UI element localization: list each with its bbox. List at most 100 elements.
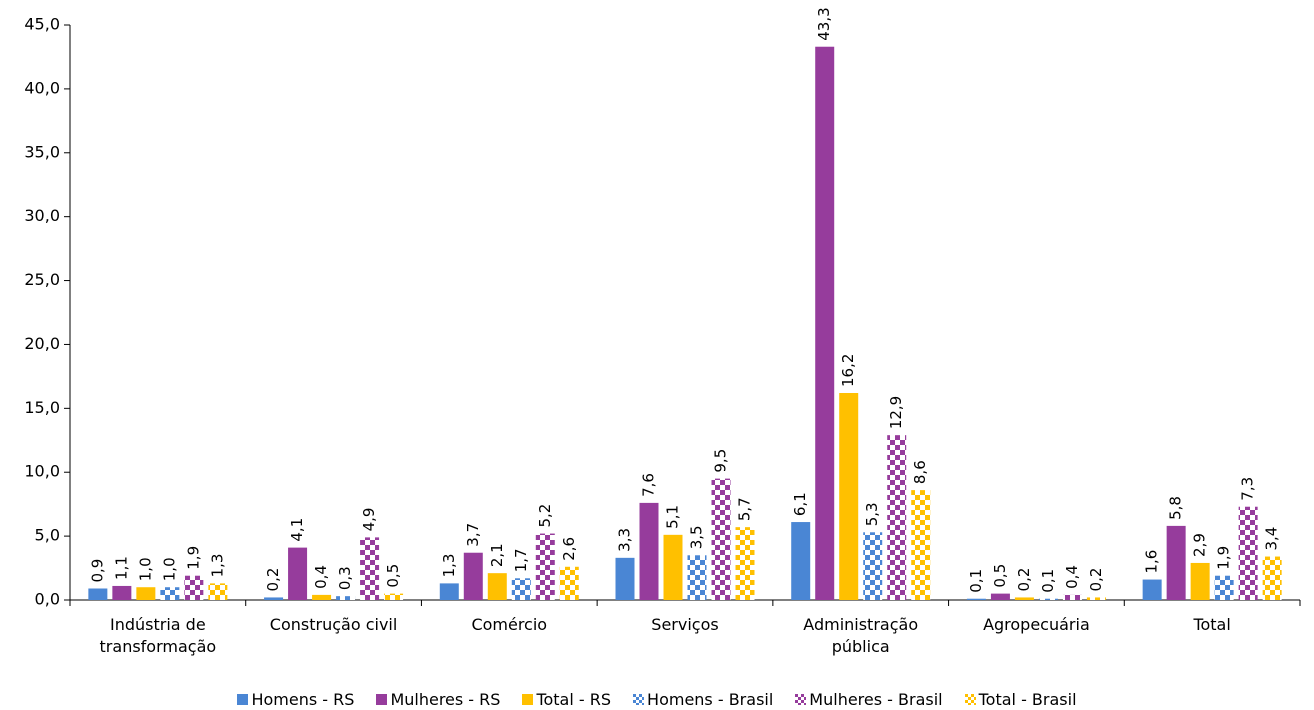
y-tick-label: 20,0 [24,334,60,353]
value-label: 1,0 [136,557,154,581]
bar [288,547,308,600]
bar [88,588,108,600]
legend-swatch-fill [964,694,976,705]
value-label: 4,1 [288,518,306,542]
y-tick-label: 10,0 [24,462,60,481]
legend-label: Homens - RS [251,690,355,709]
bar [1214,575,1234,600]
value-label: 0,2 [1087,568,1105,592]
y-tick-label: 15,0 [24,398,60,417]
value-label: 1,0 [160,557,178,581]
x-tick-label: Indústria de transformação [99,615,217,656]
legend-swatch [522,694,534,705]
value-label: 3,5 [688,525,706,549]
legend-swatch [237,694,249,705]
legend-item: Mulheres - Brasil [795,690,943,709]
bar [1262,556,1282,600]
value-label: 0,5 [384,564,402,588]
bar [1166,525,1186,600]
y-tick-label: 45,0 [24,15,60,34]
x-tick-label: Total [1193,615,1231,634]
y-tick-label: 40,0 [24,78,60,97]
bar [384,593,404,600]
value-label: 0,4 [312,565,330,589]
bar [791,522,811,600]
value-label: 3,7 [464,523,482,547]
value-label: 5,2 [536,504,554,528]
bar [663,534,683,600]
legend-swatch-fill [376,694,388,705]
legend: Homens - RS Mulheres - RS Total - RS Homens… [0,690,1314,709]
value-label: 3,3 [616,528,634,552]
bar [264,597,284,600]
bar [336,596,356,600]
bar [160,587,180,600]
bar [487,573,507,600]
value-label: 7,6 [640,473,658,497]
legend-swatch-fill [237,694,249,705]
legend-label: Mulheres - Brasil [809,690,943,709]
value-label: 1,6 [1143,550,1161,574]
bar [360,537,380,600]
legend-swatch-fill [795,694,807,705]
legend-swatch [964,694,976,705]
bar [184,575,204,600]
bar [887,435,907,600]
bar [1086,597,1106,600]
bar [966,598,986,600]
y-tick-label: 25,0 [24,270,60,289]
value-label: 0,1 [967,569,985,593]
value-label: 0,5 [991,564,1009,588]
bar [839,393,859,600]
legend-item: Total - Brasil [964,690,1077,709]
bar [439,583,459,600]
y-tick-label: 30,0 [24,206,60,225]
bar [112,585,132,600]
value-label: 1,7 [512,548,530,572]
value-label: 6,1 [791,492,809,516]
value-label: 0,2 [1015,568,1033,592]
value-label: 1,9 [184,546,202,570]
bar [136,587,156,600]
x-tick-label: Agropecuária [983,615,1090,634]
bar [1190,562,1210,600]
x-tick-label: Administração pública [803,615,919,656]
bar [815,46,835,600]
legend-swatch [633,694,645,705]
legend-item: Homens - Brasil [633,690,773,709]
chart: 0,0 5,0 10,0 15,0 20,0 25,0 30,0 35,0 40,0 45,0 0,… [24,7,1301,609]
y-tick-label: 35,0 [24,142,60,161]
legend-swatch-fill [633,694,645,705]
bar [615,557,635,600]
legend-item: Homens - RS [237,690,354,709]
value-label: 5,7 [736,497,754,521]
value-label: 12,9 [887,396,905,429]
value-label: 5,8 [1167,496,1185,520]
legend-label: Total - RS [536,690,612,709]
value-label: 0,2 [264,568,282,592]
value-label: 0,1 [1039,569,1057,593]
legend-label: Homens - Brasil [647,690,774,709]
bar [1238,506,1258,600]
bar [1014,597,1034,600]
bar [511,578,531,600]
value-label: 7,3 [1239,477,1257,501]
value-label: 1,9 [1215,546,1233,570]
bar [1062,594,1082,600]
value-label: 3,4 [1263,527,1281,551]
bar [1038,598,1058,600]
value-label: 1,1 [112,556,130,580]
bar [990,593,1010,600]
bar [535,533,555,600]
bar [687,555,707,600]
value-label: 2,9 [1191,533,1209,557]
bar [911,490,931,600]
value-label: 1,3 [208,554,226,578]
x-tick-label: Serviços [651,615,719,634]
value-label: 2,1 [488,543,506,567]
bar [639,502,659,600]
value-label: 5,3 [863,502,881,526]
legend-item: Total - RS [522,690,611,709]
legend-label: Mulheres - RS [390,690,501,709]
